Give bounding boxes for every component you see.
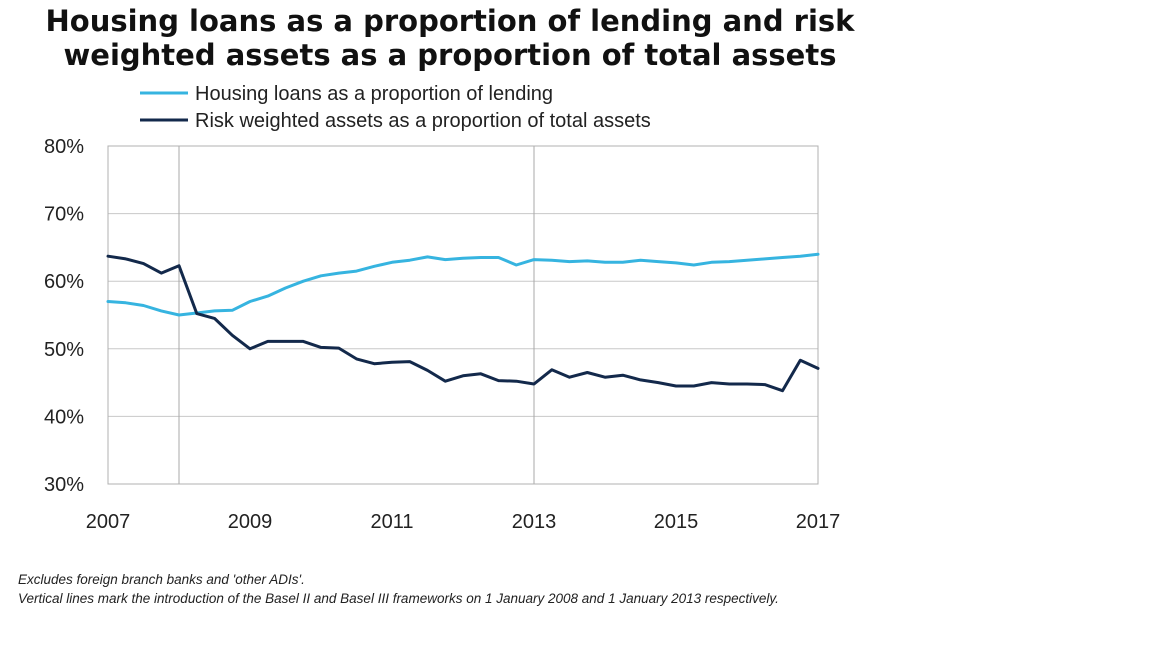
footnote-line-1: Excludes foreign branch banks and 'other…: [18, 572, 305, 587]
footnote: Excludes foreign branch banks and 'other…: [18, 570, 878, 608]
x-tick-label: 2015: [654, 511, 699, 533]
plot-area-border: [107, 145, 819, 485]
x-tick-label: 2017: [796, 511, 841, 533]
legend-label-2: Risk weighted assets as a proportion of …: [195, 110, 651, 132]
x-tick-label: 2011: [370, 511, 413, 533]
x-tick-label: 2013: [512, 511, 557, 533]
legend-label-1: Housing loans as a proportion of lending: [195, 83, 553, 105]
x-tick-label: 2009: [228, 511, 273, 533]
line-chart: 30% 40% 50% 60% 70% 80% 2007 2009 2011 2013 2015 20…: [44, 83, 841, 533]
series-line-2: [106, 254, 820, 393]
x-tick-label: 2007: [86, 511, 131, 533]
series-line-1: [106, 252, 820, 317]
footnote-line-2: Vertical lines mark the introduction of …: [18, 591, 779, 606]
y-tick-label: 60%: [44, 271, 84, 293]
y-tick-label: 30%: [44, 474, 84, 496]
chart-title: Housing loans as a proportion of lending…: [45, 4, 855, 72]
y-tick-label: 70%: [44, 204, 84, 226]
y-tick-label: 80%: [44, 136, 84, 158]
y-tick-label: 50%: [44, 339, 84, 361]
y-tick-label: 40%: [44, 406, 84, 428]
